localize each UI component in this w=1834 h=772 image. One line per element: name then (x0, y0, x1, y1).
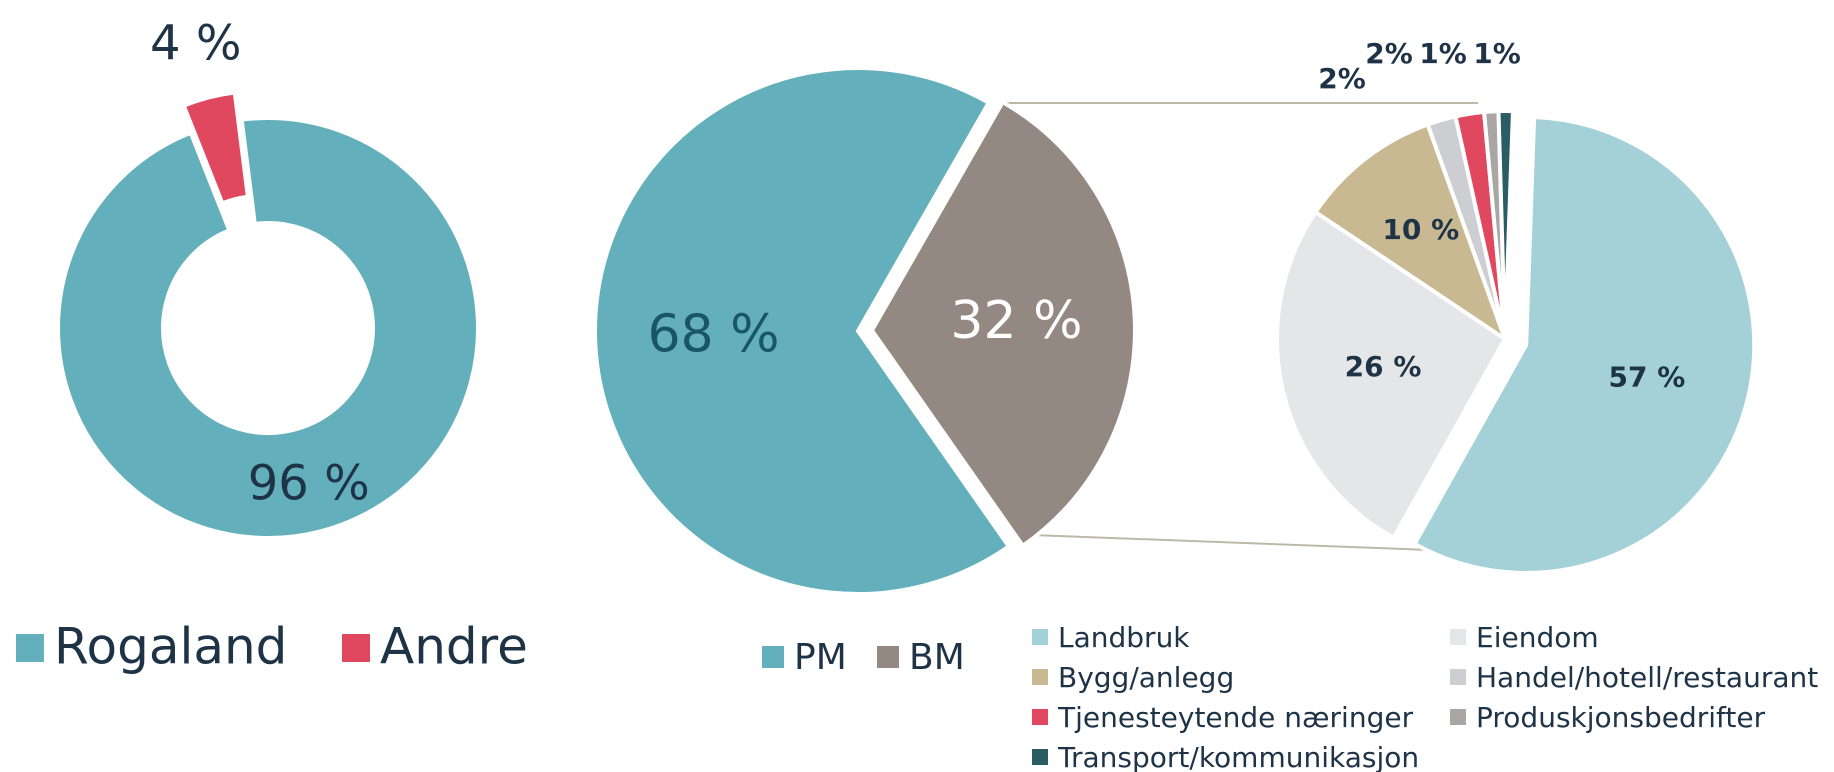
legend-label: Handel/hotell/restaurant (1476, 661, 1818, 694)
legend-label: BM (909, 637, 965, 678)
slice (869, 99, 1137, 549)
legend-label: Bygg/anlegg (1058, 661, 1234, 694)
legend-swatch (1450, 629, 1466, 645)
legend-label: Tjenesteytende næringer (1057, 701, 1414, 734)
slice (1496, 109, 1516, 340)
value-label: 4 % (150, 16, 241, 72)
value-label: 32 % (950, 291, 1082, 351)
slice (1411, 114, 1757, 575)
legend-label: PM (794, 637, 847, 678)
legend-label: Transport/kommunikasjon (1057, 741, 1419, 772)
value-label: 57 % (1609, 361, 1686, 394)
legend-swatch (762, 646, 784, 668)
legend-label: Produskjonsbedrifter (1476, 701, 1766, 734)
value-label: 1% (1419, 37, 1467, 70)
legend-swatch (1032, 749, 1048, 765)
legend-label: Eiendom (1476, 621, 1599, 654)
slice (593, 66, 1012, 596)
legend-label: Landbruk (1058, 621, 1190, 654)
legend-label: Rogaland (54, 618, 287, 676)
legend-swatch (16, 634, 44, 662)
connector-line (1031, 534, 1431, 551)
legend-swatch (342, 634, 370, 662)
legend-swatch (1450, 709, 1466, 725)
legend-swatch (1032, 709, 1048, 725)
legend-swatch (877, 646, 899, 668)
slice (181, 90, 251, 206)
slice (56, 116, 480, 540)
value-label: 1% (1473, 37, 1521, 70)
value-label: 2% (1318, 62, 1366, 95)
value-label: 2% (1365, 37, 1413, 70)
legend-swatch (1450, 669, 1466, 685)
value-label: 26 % (1345, 350, 1422, 383)
value-label: 96 % (248, 456, 370, 512)
value-label: 68 % (647, 305, 779, 365)
slice (1312, 121, 1509, 345)
slice (1275, 209, 1508, 541)
legend-label: Andre (380, 618, 528, 676)
legend-swatch (1032, 669, 1048, 685)
value-label: 10 % (1382, 213, 1459, 246)
legend-swatch (1032, 629, 1048, 645)
